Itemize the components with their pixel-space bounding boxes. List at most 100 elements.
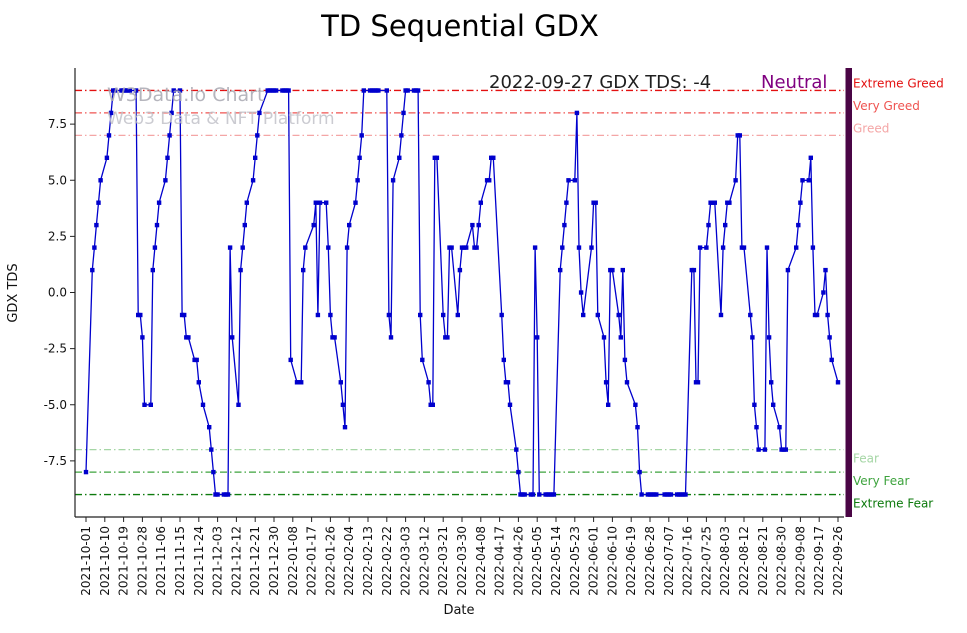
tds-data-marker — [240, 245, 245, 250]
tds-data-marker — [171, 88, 176, 93]
threshold-label: Greed — [853, 121, 889, 135]
tds-data-marker — [470, 222, 475, 228]
x-tick-label: 2022-03-21 — [436, 526, 450, 596]
tds-data-marker — [800, 178, 805, 183]
x-tick-label: 2021-12-12 — [229, 526, 243, 596]
tds-data-marker — [737, 133, 742, 138]
y-tick-label: 2.5 — [48, 229, 67, 243]
tds-data-marker — [230, 335, 235, 340]
x-tick-label: 2022-06-28 — [643, 526, 657, 596]
tds-data-marker — [558, 267, 563, 273]
tds-data-marker — [108, 110, 114, 116]
tds-data-marker — [317, 200, 323, 205]
tds-data-marker — [104, 155, 110, 160]
tds-data-marker — [491, 155, 496, 160]
tds-data-marker — [390, 178, 396, 183]
tds-data-marker — [601, 335, 607, 340]
tds-data-marker — [253, 155, 258, 160]
tds-data-marker — [430, 402, 435, 407]
x-tick-label: 2022-01-26 — [323, 526, 337, 596]
tds-data-marker — [624, 380, 630, 385]
tds-data-marker — [762, 447, 768, 452]
chart-title: TD Sequential GDX — [320, 9, 599, 43]
x-tick-label: 2021-11-24 — [192, 526, 206, 596]
tds-data-marker — [794, 245, 799, 250]
x-tick-label: 2022-01-17 — [305, 526, 319, 596]
x-tick-label: 2022-03-12 — [417, 526, 431, 596]
tds-data-marker — [814, 312, 820, 318]
tds-data-marker — [654, 492, 659, 497]
tds-data-marker — [113, 88, 118, 93]
tds-data-marker — [376, 88, 381, 93]
tds-data-marker — [257, 110, 262, 116]
tds-data-marker — [449, 245, 454, 250]
y-axis-label: GDX TDS — [6, 263, 21, 322]
tds-data-marker — [163, 178, 168, 183]
tds-data-marker — [806, 178, 811, 183]
tds-data-marker — [825, 312, 830, 318]
threshold-label: Very Greed — [853, 99, 920, 113]
x-tick-label: 2022-04-26 — [511, 526, 525, 596]
y-tick-label: 5.0 — [48, 173, 67, 187]
tds-data-marker — [785, 267, 791, 273]
tds-data-marker — [606, 402, 611, 407]
x-tick-label: 2022-06-10 — [605, 526, 619, 596]
tds-data-marker — [622, 357, 628, 363]
tds-data-marker — [98, 178, 103, 183]
x-tick-label: 2022-02-04 — [342, 526, 356, 596]
tds-data-marker — [405, 88, 410, 93]
y-tick-label: 0.0 — [48, 286, 67, 300]
tds-data-marker — [255, 133, 260, 138]
x-tick-label: 2022-07-16 — [681, 526, 695, 596]
x-tick-label: 2022-07-25 — [699, 526, 713, 596]
x-tick-label: 2022-05-23 — [568, 526, 582, 596]
x-tick-label: 2021-12-03 — [211, 526, 225, 596]
tds-data-marker — [620, 267, 625, 273]
x-tick-label: 2022-05-05 — [530, 526, 544, 596]
tds-data-marker — [347, 222, 352, 228]
tds-data-marker — [683, 492, 688, 497]
tds-data-marker — [418, 312, 423, 318]
tds-data-marker — [353, 200, 358, 205]
tds-data-marker — [505, 380, 511, 385]
x-tick-label: 2022-04-08 — [474, 526, 488, 596]
tds-data-marker — [704, 245, 709, 250]
x-tick-label: 2022-08-12 — [737, 526, 751, 596]
tds-data-marker — [766, 335, 772, 340]
x-tick-label: 2022-08-03 — [718, 526, 732, 596]
tds-data-marker — [764, 245, 770, 250]
tds-data-marker — [706, 222, 711, 228]
x-tick-label: 2022-03-30 — [455, 526, 469, 596]
y-tick-label: -5.0 — [44, 398, 67, 412]
x-tick-label: 2021-10-19 — [117, 526, 131, 596]
watermark-line1: W3Data.io Chart — [107, 84, 264, 106]
tds-data-marker — [783, 447, 788, 452]
tds-data-marker — [215, 492, 220, 497]
threshold-label: Fear — [853, 452, 879, 466]
x-tick-label: 2021-12-30 — [267, 526, 281, 596]
tds-data-marker — [827, 335, 832, 340]
tds-data-marker — [244, 200, 249, 205]
tds-data-marker — [194, 357, 199, 363]
tds-data-marker — [315, 312, 321, 318]
tds-data-marker — [748, 312, 753, 318]
tds-data-marker — [186, 335, 191, 340]
threshold-label: Very Fear — [853, 474, 909, 488]
tds-data-marker — [499, 312, 504, 318]
tds-data-marker — [127, 88, 133, 93]
tds-data-marker — [340, 402, 346, 407]
x-tick-label: 2022-04-17 — [493, 526, 507, 596]
tds-data-marker — [242, 222, 247, 228]
tds-data-marker — [593, 200, 598, 205]
chart-generated-layer: Extreme Greed Very Greed Greed Fear Very Fea… — [44, 76, 944, 595]
tds-data-marker — [589, 245, 594, 250]
tds-data-marker — [138, 312, 143, 318]
tds-data-marker — [616, 312, 621, 318]
tds-data-marker — [92, 245, 97, 250]
tds-data-marker — [357, 155, 362, 160]
tds-data-marker — [313, 200, 318, 205]
tds-data-marker — [324, 200, 329, 205]
tds-data-marker — [182, 312, 187, 318]
tds-data-marker — [399, 133, 404, 138]
